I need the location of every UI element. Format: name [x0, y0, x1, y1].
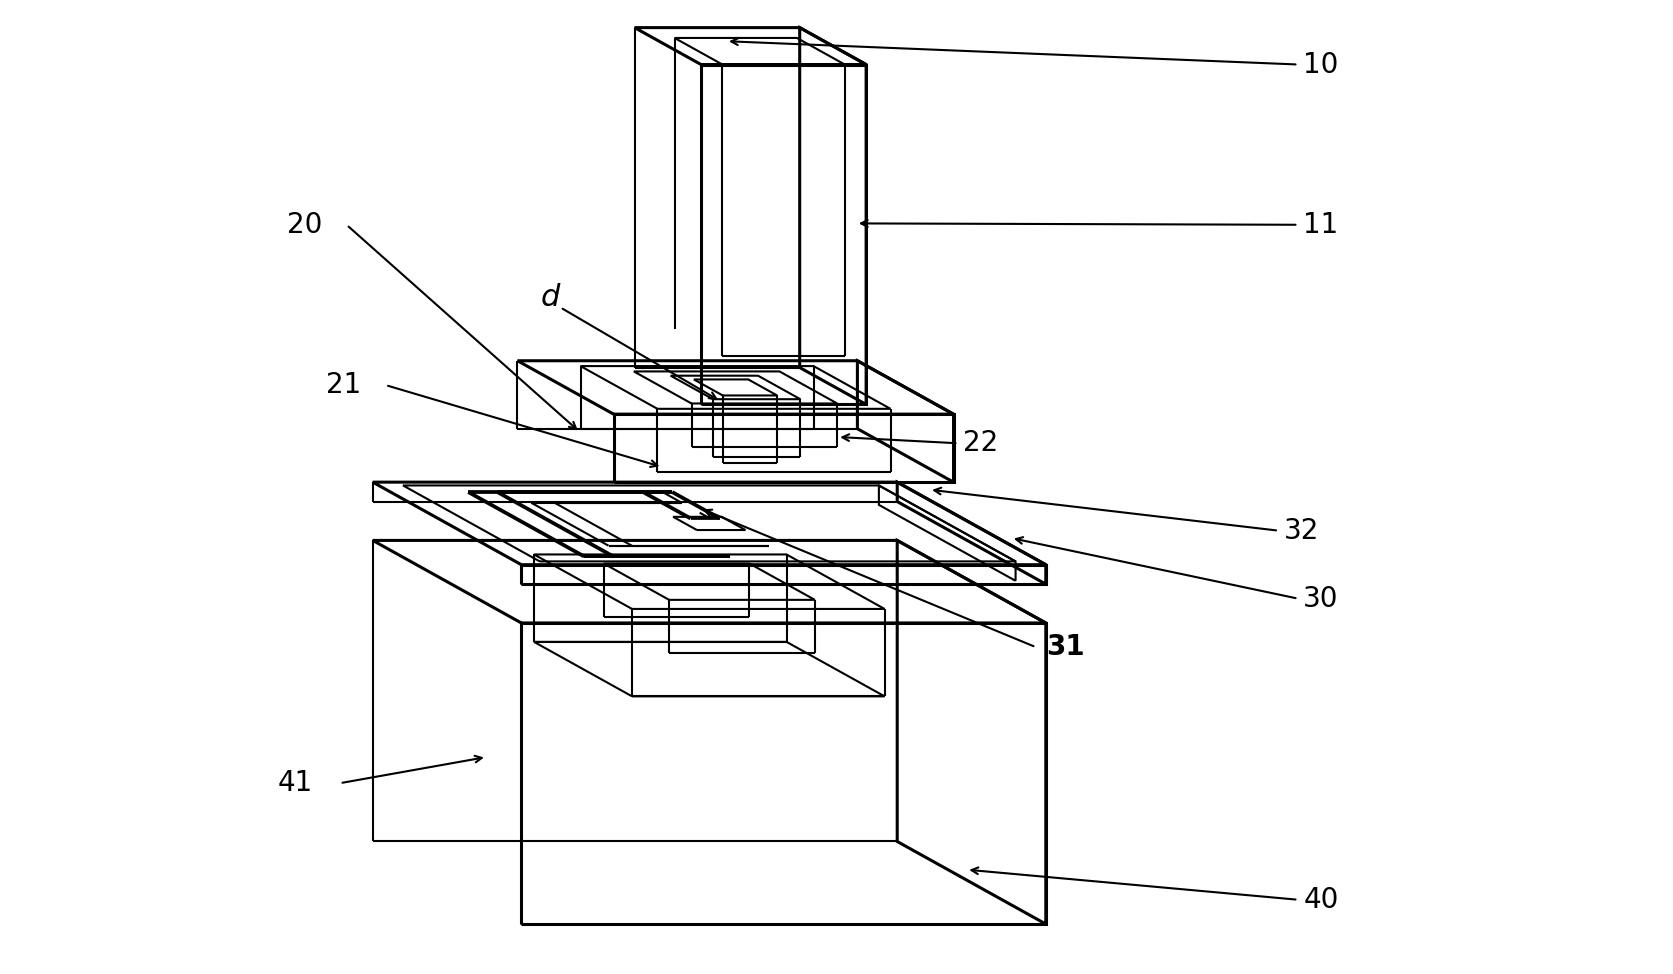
- Text: 10: 10: [1302, 51, 1338, 79]
- Text: 21: 21: [326, 371, 361, 399]
- Text: 41: 41: [278, 769, 313, 798]
- Text: 40: 40: [1302, 885, 1338, 914]
- Text: 30: 30: [1302, 584, 1338, 613]
- Text: d: d: [540, 283, 560, 312]
- Text: 20: 20: [286, 210, 323, 239]
- Text: 11: 11: [1302, 210, 1338, 239]
- Text: 32: 32: [1283, 516, 1318, 544]
- Text: 22: 22: [962, 430, 997, 458]
- Text: 31: 31: [1046, 633, 1084, 661]
